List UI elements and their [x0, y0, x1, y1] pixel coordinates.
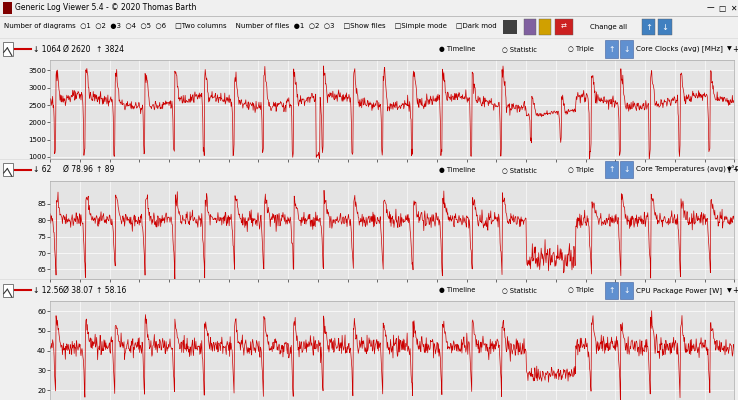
- Text: ▼: ▼: [727, 167, 731, 172]
- Bar: [3, 42, 13, 56]
- Text: ○ Statistic: ○ Statistic: [502, 167, 537, 173]
- Text: Change all: Change all: [590, 24, 627, 30]
- Text: ✕: ✕: [730, 4, 736, 12]
- Text: +: +: [733, 44, 738, 54]
- Text: ● Timeline: ● Timeline: [439, 46, 475, 52]
- Text: ▼: ▼: [727, 288, 731, 293]
- Text: +: +: [733, 165, 738, 174]
- Text: ● Timeline: ● Timeline: [439, 167, 475, 173]
- Text: ● Timeline: ● Timeline: [439, 287, 475, 293]
- Text: ↓ 1064: ↓ 1064: [33, 44, 61, 54]
- Text: Ø 38.07: Ø 38.07: [63, 286, 93, 295]
- Text: ↓: ↓: [624, 44, 630, 54]
- Text: ○ Triple: ○ Triple: [568, 167, 594, 173]
- Text: ○ Statistic: ○ Statistic: [502, 46, 537, 52]
- Text: ○ Triple: ○ Triple: [568, 46, 594, 52]
- Text: Generic Log Viewer 5.4 - © 2020 Thomas Barth: Generic Log Viewer 5.4 - © 2020 Thomas B…: [15, 4, 196, 12]
- Text: ↑: ↑: [609, 165, 615, 174]
- Text: Ø 78.96: Ø 78.96: [63, 165, 93, 174]
- Text: ⇄: ⇄: [561, 24, 567, 30]
- Text: +: +: [733, 286, 738, 295]
- Text: Ø 2620: Ø 2620: [63, 44, 90, 54]
- Text: —: —: [706, 4, 714, 12]
- Bar: [3, 2, 12, 14]
- Bar: [605, 161, 618, 178]
- Text: ▼: ▼: [727, 46, 731, 52]
- Bar: [3, 163, 13, 176]
- Bar: [503, 20, 517, 34]
- Text: ↑ 3824: ↑ 3824: [96, 44, 124, 54]
- Text: ↑ 89: ↑ 89: [96, 165, 114, 174]
- Text: ↓: ↓: [624, 286, 630, 295]
- Bar: [605, 40, 618, 58]
- Text: ↓ 62: ↓ 62: [33, 165, 52, 174]
- Bar: [555, 19, 573, 35]
- Bar: [539, 19, 551, 35]
- Text: CPU Package Power [W]: CPU Package Power [W]: [636, 287, 723, 294]
- Bar: [524, 19, 536, 35]
- Bar: [620, 40, 633, 58]
- Bar: [605, 282, 618, 299]
- Text: ↑: ↑: [609, 286, 615, 295]
- Bar: [620, 282, 633, 299]
- Bar: [3, 284, 13, 297]
- Bar: [642, 19, 655, 35]
- Text: Core Temperatures (avg) [°C]: Core Temperatures (avg) [°C]: [636, 166, 738, 174]
- Text: ○ Triple: ○ Triple: [568, 287, 594, 293]
- Text: ↓ 12.56: ↓ 12.56: [33, 286, 63, 295]
- Text: Number of diagrams  ○1  ○2  ●3  ○4  ○5  ○6    □Two columns    Number of files  ●: Number of diagrams ○1 ○2 ●3 ○4 ○5 ○6 □Tw…: [4, 23, 497, 29]
- Text: ↓: ↓: [624, 165, 630, 174]
- Text: □: □: [718, 4, 725, 12]
- Text: ↑ 58.16: ↑ 58.16: [96, 286, 126, 295]
- Bar: [620, 161, 633, 178]
- Bar: [658, 19, 672, 35]
- Text: ↑: ↑: [645, 22, 652, 32]
- Text: ↑: ↑: [609, 44, 615, 54]
- Text: ○ Statistic: ○ Statistic: [502, 287, 537, 293]
- Text: Core Clocks (avg) [MHz]: Core Clocks (avg) [MHz]: [636, 46, 723, 52]
- Text: ↓: ↓: [661, 22, 669, 32]
